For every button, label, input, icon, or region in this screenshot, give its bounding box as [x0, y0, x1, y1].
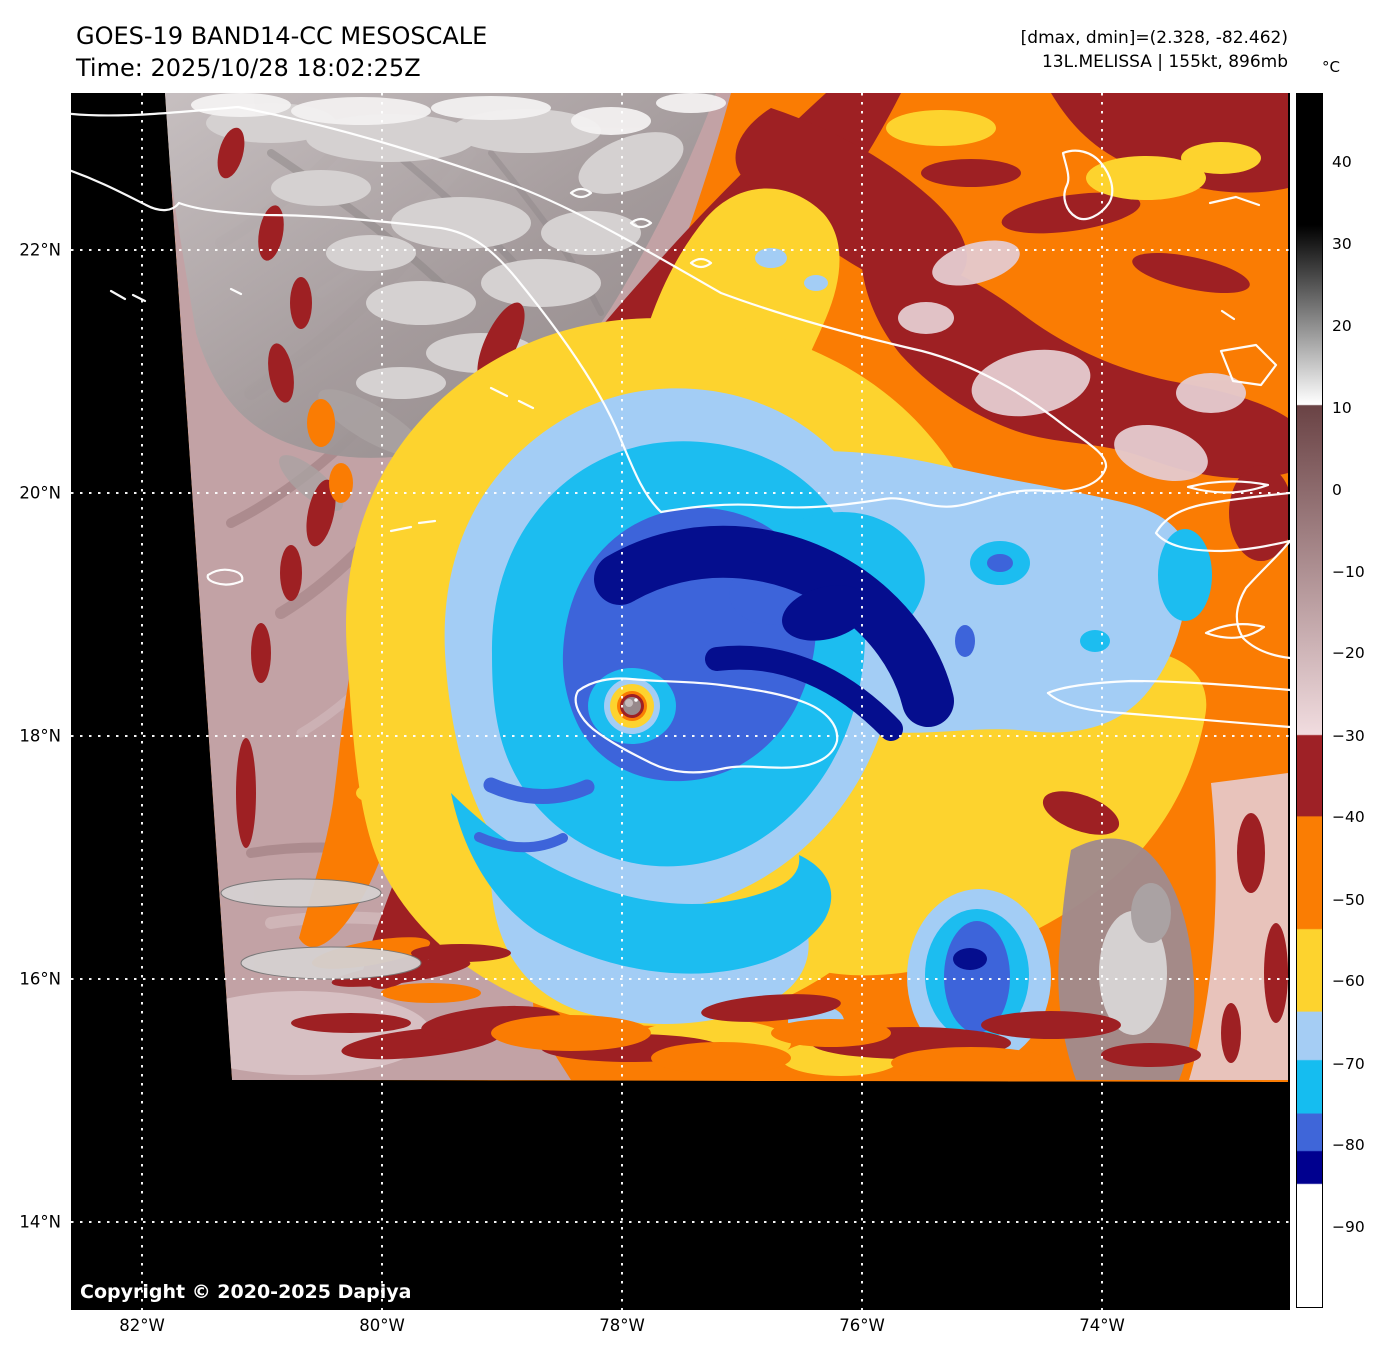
colorbar-tick: 0 — [1332, 481, 1342, 500]
lat-tick-label: 20°N — [19, 483, 61, 503]
lon-tick-label: 80°W — [359, 1316, 405, 1335]
colorbar-tick: −90 — [1332, 1217, 1365, 1236]
tortuga-outline — [1186, 480, 1270, 494]
latitude-axis-labels: 22°N 20°N 18°N 16°N 14°N — [0, 0, 66, 1359]
acklins-outline — [1061, 149, 1114, 221]
lat-tick-label: 16°N — [19, 969, 61, 989]
colorbar-tick: −40 — [1332, 808, 1365, 827]
bottom-cloud-streaks — [220, 878, 1201, 1079]
haiti-south-claw-south — [1046, 691, 1290, 729]
lat-tick-label: 14°N — [19, 1212, 61, 1232]
longitude-axis-labels: 82°W 80°W 78°W 76°W 74°W — [0, 1316, 1390, 1346]
temperature-colorbar — [1296, 93, 1323, 1308]
figure-time: Time: 2025/10/28 18:02:25Z — [76, 54, 421, 82]
mayaguana-dash — [1208, 195, 1261, 207]
colorbar-tick: −20 — [1332, 644, 1365, 663]
figure-title: GOES-19 BAND14-CC MESOSCALE — [76, 22, 488, 50]
lon-tick-label: 76°W — [839, 1316, 885, 1335]
header-right: [dmax, dmin]=(2.328, -82.462) 13L.MELISS… — [1021, 26, 1288, 74]
colorbar-unit-label: °C — [1322, 58, 1340, 76]
ir-cloud-imagery — [165, 93, 1288, 1082]
copyright-label: Copyright © 2020-2025 Dapiya — [80, 1281, 412, 1303]
gonave-island-outline — [1204, 622, 1266, 639]
lon-tick-label: 78°W — [599, 1316, 645, 1335]
coastlines — [71, 105, 1290, 774]
pale-pink-cloud-tops — [898, 240, 1246, 482]
storm-info-label: 13L.MELISSA | 155kt, 896mb — [1041, 52, 1288, 72]
islet-dashes — [109, 287, 535, 410]
haiti-south-claw-north — [1046, 679, 1290, 695]
lat-tick-label: 22°N — [19, 240, 61, 260]
navy-coldest-cloud — [594, 525, 987, 970]
inagua-outline — [1219, 343, 1278, 387]
colorbar-tick: −70 — [1332, 1054, 1365, 1073]
colorbar-tick: 40 — [1332, 153, 1352, 172]
colorbar-tick: −10 — [1332, 562, 1365, 581]
hurricane-eye — [588, 668, 676, 744]
colorbar-tick-labels: 40 30 20 10 0 −10 −20 −30 −40 −50 −60 −70 −80 −90 — [1332, 93, 1388, 1308]
colorbar-tick: −60 — [1332, 972, 1365, 991]
satellite-map: Copyright © 2020-2025 Dapiya — [71, 93, 1290, 1310]
lat-tick-label: 18°N — [19, 726, 61, 746]
grand-cayman-outline — [206, 568, 244, 586]
haiti-gonave-gulf-coast — [1235, 539, 1290, 660]
cuba-southwest-coast — [71, 169, 181, 212]
small-island-dash — [1220, 309, 1236, 321]
lon-tick-label: 82°W — [119, 1316, 165, 1335]
haiti-nw-peninsula — [1154, 491, 1290, 553]
colorbar-tick: −30 — [1332, 726, 1365, 745]
colorbar-tick: −50 — [1332, 890, 1365, 909]
satellite-imagery-svg — [71, 93, 1290, 1310]
gray-front-clouds — [165, 93, 726, 511]
colorbar-tick: 20 — [1332, 317, 1352, 336]
data-range-label: [dmax, dmin]=(2.328, -82.462) — [1020, 28, 1288, 48]
cayman-brac-dashes — [389, 519, 437, 533]
cuba-keys — [569, 187, 713, 269]
title-block: GOES-19 BAND14-CC MESOSCALE Time: 2025/10… — [76, 20, 487, 84]
colorbar-tick: −80 — [1332, 1136, 1365, 1155]
cuba-coastline — [71, 105, 1108, 514]
colorbar-tick: 10 — [1332, 398, 1352, 417]
jamaica-coastline — [574, 677, 839, 774]
lon-tick-label: 74°W — [1079, 1316, 1125, 1335]
colorbar-tick: 30 — [1332, 234, 1352, 253]
